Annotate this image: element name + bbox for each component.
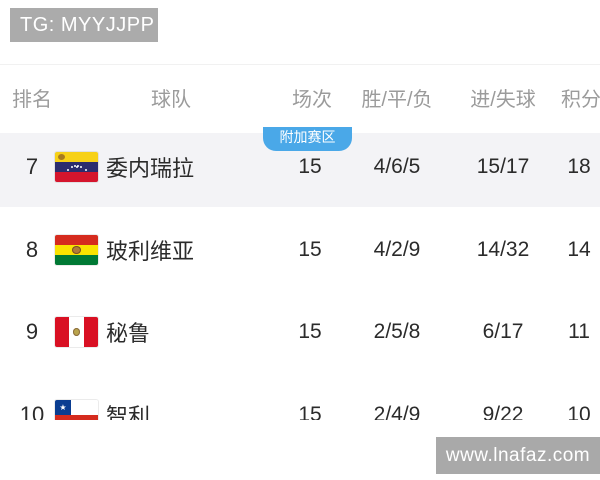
played-value: 15 — [298, 320, 322, 343]
column-header-played: 场次 — [292, 89, 332, 111]
played-value: 15 — [298, 155, 322, 178]
played-value: 15 — [298, 238, 322, 261]
column-header-goals: 进/失球 — [470, 89, 536, 111]
rank-value: 7 — [25, 154, 39, 179]
column-header-rank: 排名 — [12, 89, 52, 111]
goals-value: 14/32 — [476, 238, 530, 261]
goals-value: 6/17 — [482, 320, 524, 343]
rank-value: 9 — [25, 319, 39, 344]
points-value: 14 — [567, 238, 591, 261]
watermark: www.lnafaz.com — [436, 437, 600, 474]
bolivia-flag-icon — [55, 235, 98, 265]
wdl-value: 4/2/9 — [373, 238, 421, 261]
flag-emblem — [72, 246, 81, 254]
playoff-zone-badge: 附加赛区 — [263, 127, 352, 151]
goals-value: 15/17 — [476, 155, 530, 178]
column-header-points: 积分 — [561, 89, 600, 111]
column-header-wdl: 胜/平/负 — [361, 89, 433, 111]
flag-star: ★ — [55, 400, 71, 415]
points-value: 18 — [567, 155, 591, 178]
flag-stars — [76, 166, 78, 168]
tg-contact-banner: TG: MYYJJPP — [10, 8, 158, 42]
venezuela-flag-icon — [55, 152, 98, 182]
team-name[interactable]: 秘鲁 — [106, 321, 151, 346]
peru-flag-icon — [55, 317, 98, 347]
table-row[interactable]: 8 玻利维亚 15 4/2/9 14/32 14 — [0, 209, 600, 291]
wdl-value: 4/6/5 — [373, 155, 421, 178]
wdl-value: 2/5/8 — [373, 320, 421, 343]
table-row[interactable]: 7 委内瑞拉 15 4/6/5 15/17 18 — [0, 126, 600, 208]
flag-emblem — [58, 154, 65, 160]
points-value: 11 — [568, 320, 590, 343]
bottom-mask: www.lnafaz.com — [0, 420, 600, 480]
rank-value: 8 — [25, 237, 39, 262]
top-divider — [0, 64, 600, 65]
flag-emblem — [73, 328, 80, 336]
team-name[interactable]: 玻利维亚 — [106, 239, 195, 264]
team-name[interactable]: 委内瑞拉 — [106, 156, 195, 181]
column-header-team: 球队 — [151, 89, 191, 111]
table-row[interactable]: 9 秘鲁 15 2/5/8 6/17 11 — [0, 291, 600, 373]
